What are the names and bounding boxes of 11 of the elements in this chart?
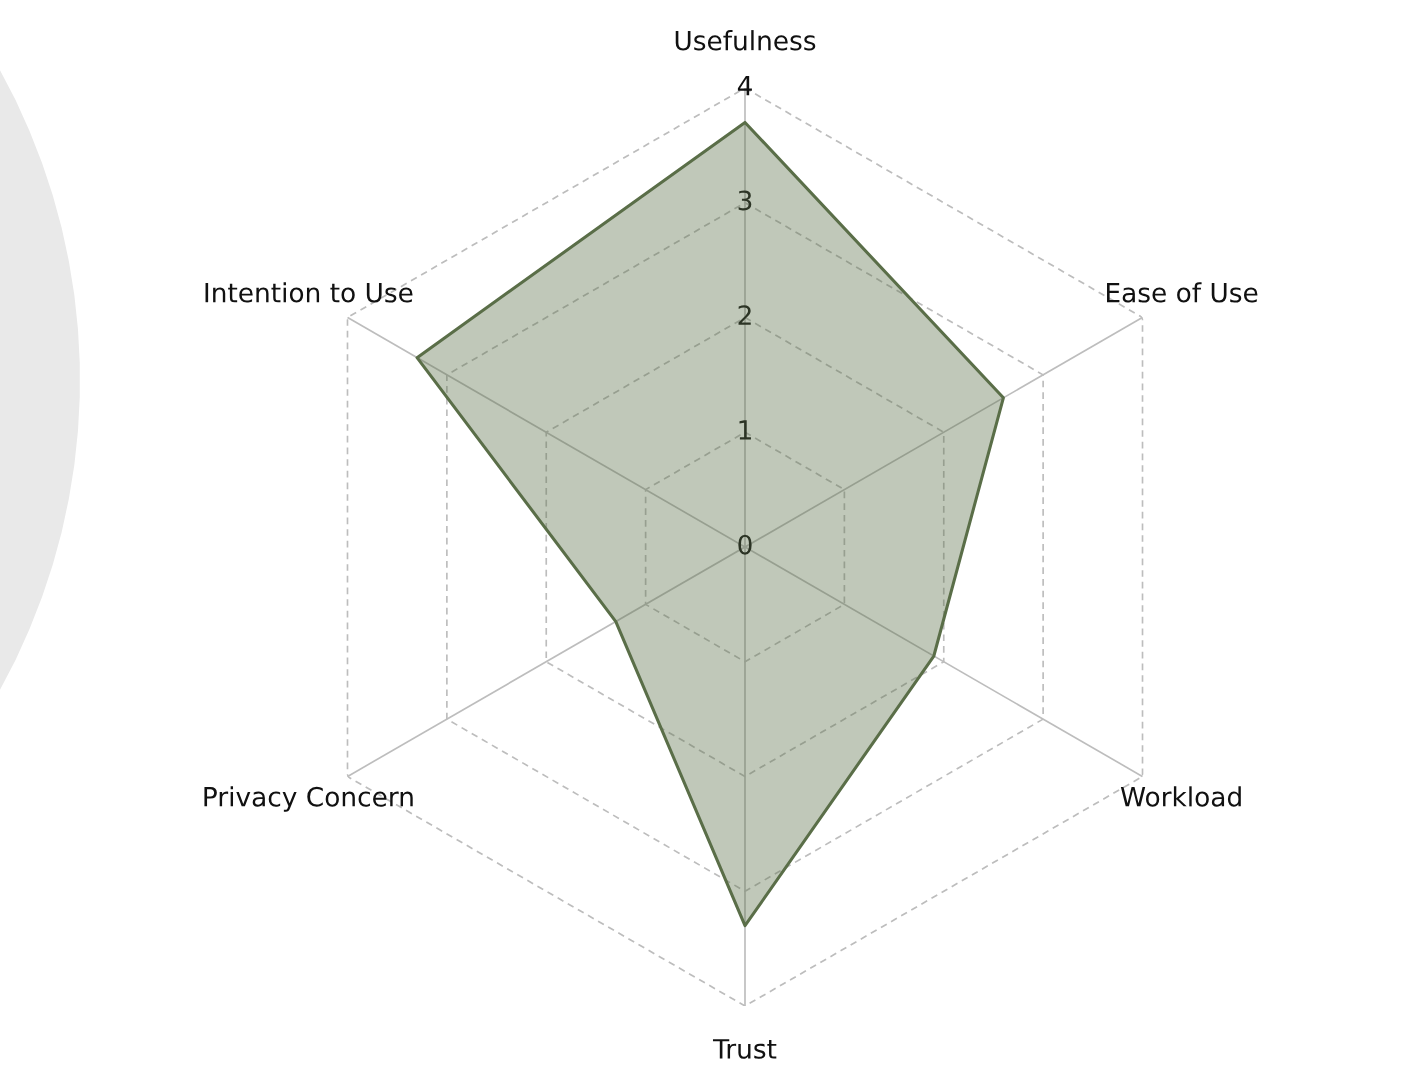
y-tick-label: 0: [738, 534, 752, 555]
y-tick-label: 1: [739, 420, 751, 440]
spoke-label: Privacy Concern: [204, 786, 413, 812]
spoke-label: Trust: [712, 1039, 777, 1059]
spoke-label: Intention to Use: [205, 282, 413, 303]
spoke-label: Workload: [1120, 786, 1241, 807]
y-tick-label: 4: [737, 76, 752, 96]
y-tick-label: 3: [738, 190, 752, 211]
spoke-label: Usefulness: [675, 30, 816, 51]
y-tick-label: 2: [738, 305, 751, 325]
spoke-label: Ease of Use: [1107, 282, 1258, 303]
